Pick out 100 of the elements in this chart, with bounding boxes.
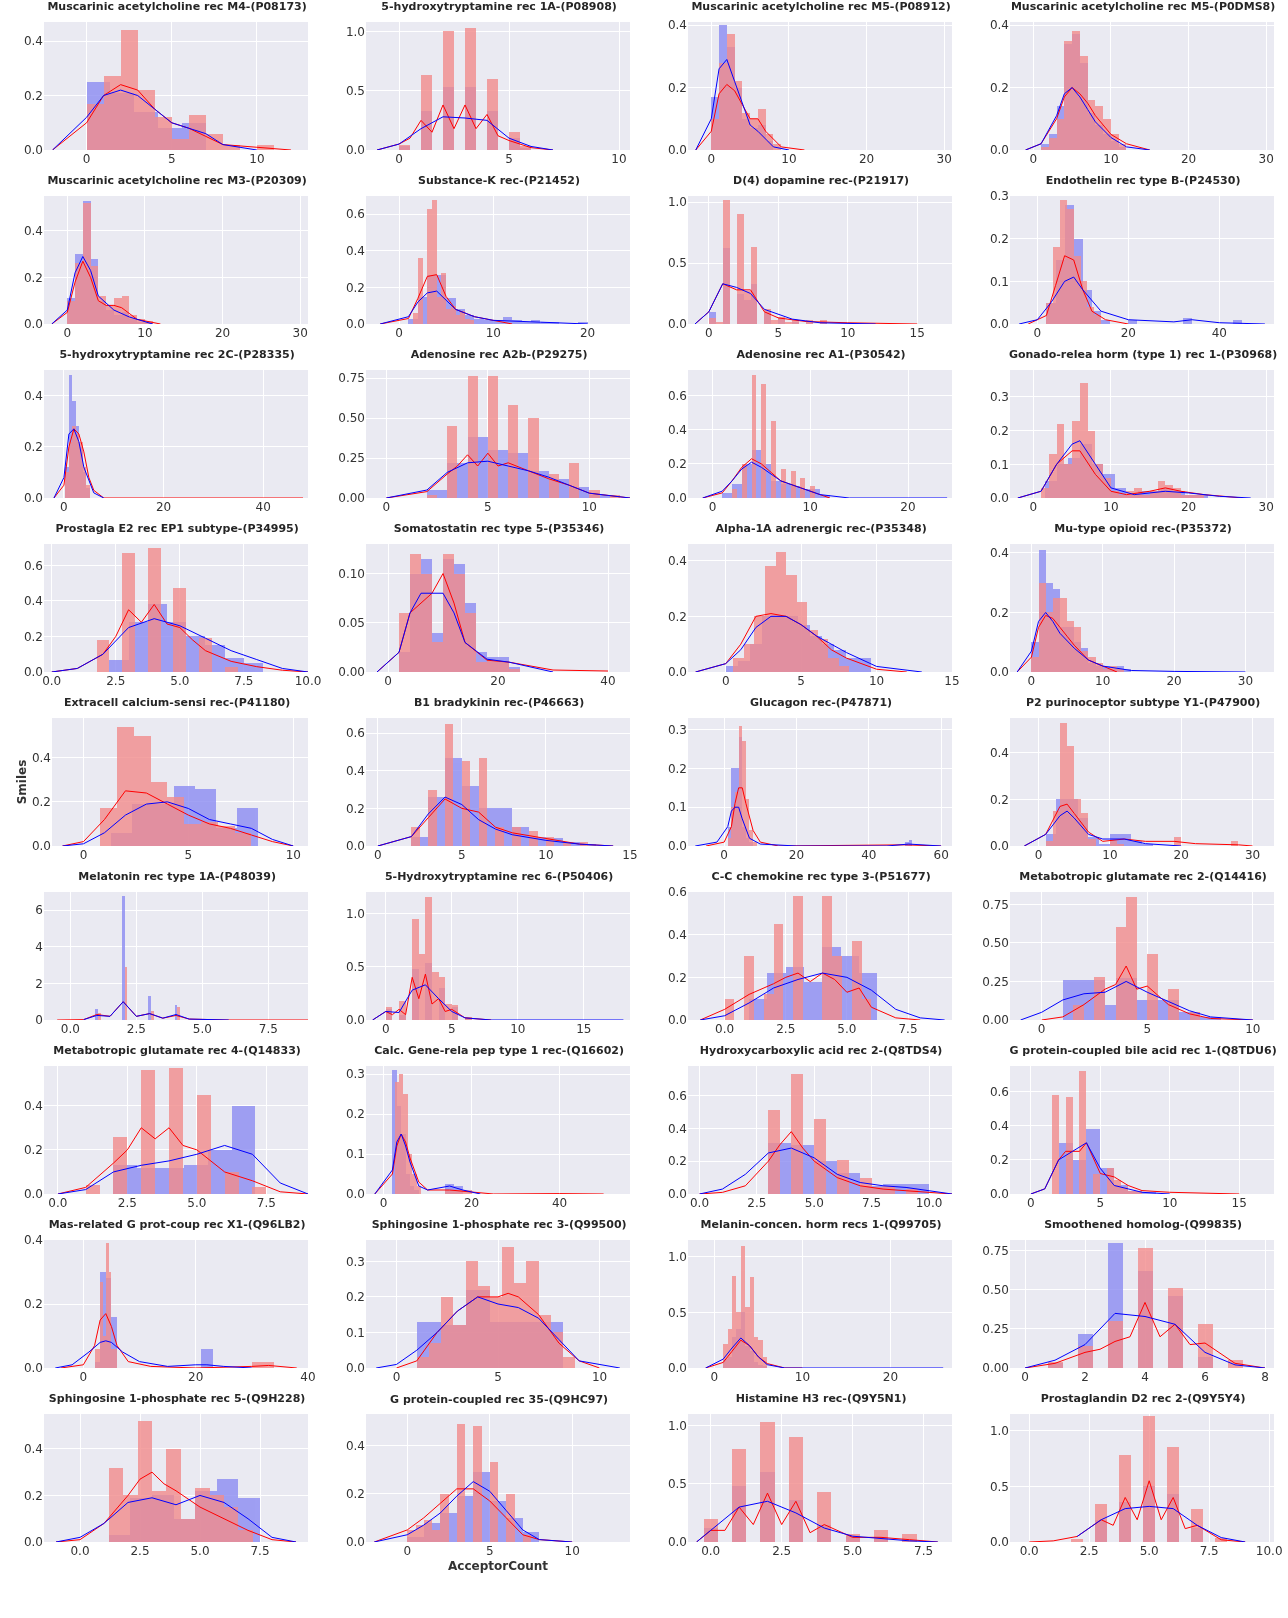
y-tick-label: 1.0: [989, 1423, 1009, 1438]
x-tick-label: 6: [1201, 1370, 1209, 1384]
y-tick-label: 0.2: [23, 270, 43, 285]
chart-title: Hydroxycarboxylic acid rec 2-(Q8TDS4): [699, 1044, 943, 1058]
y-tick-label: 0.4: [989, 546, 1009, 561]
chart-title: Histamine H3 rec-(Q9Y5N1): [735, 1392, 907, 1406]
x-tick-label: 0: [82, 152, 91, 166]
x-tick-label: 0: [1027, 674, 1036, 688]
x-tick-label: 5: [797, 674, 805, 688]
y-tick-label: 1.0: [345, 906, 365, 921]
x-tick-label: 20: [882, 1370, 899, 1384]
chart-title: Sphingosine 1-phosphate rec 5-(Q9H228): [48, 1392, 306, 1406]
y-tick-label: 0.05: [338, 615, 365, 630]
y-tick-label: 0.2: [23, 1488, 43, 1503]
x-tick-label: 2.5: [747, 1196, 767, 1210]
x-tick-label: 0: [392, 1370, 401, 1384]
y-tick-label: 1.0: [667, 1418, 687, 1433]
x-tick-label: 0: [381, 1022, 390, 1036]
y-tick-label: 0.4: [667, 927, 687, 942]
x-tick-label: 20: [1166, 674, 1182, 688]
y-tick-label: 0.4: [667, 553, 687, 568]
y-tick-label: 0.6: [667, 885, 687, 900]
y-tick-label: 0.6: [345, 726, 365, 741]
y-tick-label: 0.4: [989, 18, 1009, 33]
x-tick-label: 0: [1034, 848, 1043, 862]
y-tick-label: 0.00: [982, 1013, 1009, 1028]
x-tick-label: 2.5: [130, 1544, 150, 1558]
chart-title: Muscarinic acetylcholine rec M4-(P08173): [47, 0, 307, 14]
x-tick-label: 10: [781, 152, 797, 166]
chart-title: Muscarinic acetylcholine rec M5-(P08912): [691, 0, 951, 14]
x-tick-label: 10: [249, 152, 265, 166]
x-tick-label: 20: [579, 326, 596, 340]
y-tick-label: 1.0: [667, 1249, 687, 1264]
y-tick-label: 0.2: [345, 1486, 365, 1501]
chart-title: Sphingosine 1-phosphate rec 3-(Q99500): [371, 1218, 627, 1232]
y-tick-label: 0.4: [23, 1442, 43, 1457]
y-tick-label: 0.1: [667, 800, 687, 815]
x-tick-label: 2.5: [117, 1196, 137, 1210]
x-tick-label: 10: [868, 674, 885, 688]
x-tick-label: 0: [79, 848, 88, 862]
x-tick-label: 2: [1081, 1370, 1089, 1384]
y-tick-label: 0.5: [667, 256, 687, 271]
x-tick-label: 5.0: [187, 1196, 207, 1210]
x-tick-label: 7.5: [234, 674, 254, 688]
chart-title: G protein-coupled bile acid rec 1-(Q8TDU6): [1009, 1044, 1277, 1058]
x-tick-label: 7.5: [914, 1544, 934, 1558]
x-tick-label: 30: [1258, 500, 1274, 514]
x-tick-label: 5.0: [1139, 1544, 1159, 1558]
x-tick-label: 20: [188, 1370, 204, 1384]
x-tick-label: 0: [379, 1196, 388, 1210]
y-tick-label: 0.2: [667, 457, 687, 472]
y-tick-label: 4: [35, 940, 43, 955]
y-tick-label: 0.4: [31, 750, 51, 765]
chart-title: Muscarinic acetylcholine rec M5-(P0DMS8): [1010, 0, 1276, 14]
x-tick-label: 30: [936, 152, 952, 166]
y-tick-label: 0.5: [345, 959, 365, 974]
x-tick-label: 15: [576, 1022, 592, 1036]
x-tick-label: 40: [1211, 326, 1228, 340]
chart-title: Adenosine rec A2b-(P29275): [410, 348, 588, 362]
x-tick-label: 15: [622, 848, 638, 862]
x-tick-label: 20: [1180, 500, 1197, 514]
x-tick-label: 15: [909, 326, 925, 340]
y-tick-label: 0.2: [345, 1107, 365, 1122]
x-tick-label: 10: [538, 848, 554, 862]
y-tick-label: 0.2: [23, 1143, 43, 1158]
y-tick-label: 0.3: [345, 1254, 365, 1269]
y-tick-label: 0.2: [989, 80, 1009, 95]
y-tick-label: 0.1: [345, 1325, 365, 1340]
y-tick-label: 0.2: [23, 1297, 43, 1312]
y-tick-label: 0.75: [338, 371, 365, 386]
x-tick-label: 20: [463, 1196, 480, 1210]
y-tick-label: 0.50: [982, 1283, 1009, 1298]
x-tick-label: 10: [285, 848, 301, 862]
x-tick-label: 10.0: [294, 674, 322, 688]
chart-title: Mas-related G prot-coup rec X1-(Q96LB2): [48, 1218, 306, 1232]
y-tick-label: 0.2: [989, 231, 1009, 246]
chart-title: Somatostatin rec type 5-(P35346): [393, 522, 605, 536]
chart-title: Prostagla E2 rec EP1 subtype-(P34995): [55, 522, 299, 536]
x-tick-label: 20: [490, 674, 506, 688]
chart-title: Substance-K rec-(P21452): [418, 174, 581, 188]
x-tick-label: 2.5: [1079, 1544, 1099, 1558]
y-tick-label: 1.0: [667, 195, 687, 210]
y-tick-label: 0.4: [667, 422, 687, 437]
y-tick-label: 0.5: [667, 1305, 687, 1320]
x-tick-label: 0.0: [715, 1022, 735, 1036]
chart-title: D(4) dopamine rec-(P21917): [733, 174, 910, 188]
x-tick-label: 10: [1103, 152, 1119, 166]
y-tick-label: 0.4: [345, 1438, 365, 1453]
x-tick-label: 0: [382, 500, 391, 514]
x-tick-label: 20: [858, 152, 875, 166]
y-tick-label: 0.4: [23, 34, 43, 49]
x-tick-label: 5: [494, 1370, 502, 1384]
x-tick-label: 0: [710, 1370, 719, 1384]
x-tick-label: 40: [861, 848, 877, 862]
y-tick-label: 0.2: [31, 795, 51, 810]
y-tick-label: 0.2: [989, 1153, 1009, 1168]
chart-title: 5-hydroxytryptamine rec 2C-(P28335): [59, 348, 295, 362]
x-tick-label: 0: [705, 326, 713, 340]
chart-title: Metabotropic glutamate rec 2-(Q14416): [1019, 870, 1267, 884]
y-tick-label: 0.75: [982, 897, 1009, 912]
